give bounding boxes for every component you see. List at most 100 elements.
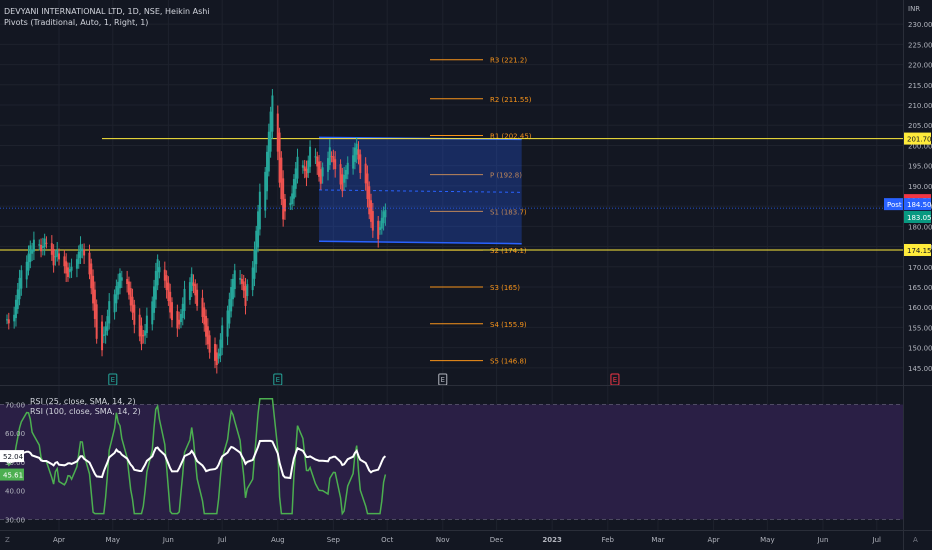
candle-body [321,167,324,177]
candle-body [257,211,260,248]
candle-body [339,164,342,185]
pivot-label: R3 (221.2) [490,57,527,65]
candle-body [93,289,96,319]
candle-body [280,157,283,200]
candle-body [120,277,123,281]
pivot-label: S5 (146.8) [490,358,527,366]
candle-body [364,163,367,184]
candle-body [151,301,154,325]
candle-body [377,220,380,240]
auto-scale-icon[interactable]: A [913,536,918,544]
rsi-band [0,404,904,520]
candle-body [158,267,161,273]
price-tick-label: 165.00 [908,284,932,292]
rsi100-value-tag [0,450,24,463]
time-tick-label: Aug [271,536,285,544]
candle-body [353,147,356,162]
symbol-title[interactable]: DEVYANI INTERNATIONAL LTD, 1D, NSE, Heik… [4,7,210,16]
candle-body [32,239,35,252]
candle-body [258,191,261,230]
rsi-tick-label: 70.00 [5,401,25,409]
candle-body [118,273,121,289]
price-tick-label: 150.00 [908,345,932,353]
pivot-label: R1 (202.45) [490,133,532,141]
time-tick-label: Apr [53,536,65,544]
price-tick-label: 220.00 [908,62,932,70]
candle-body [145,315,148,334]
candle-body [230,287,233,312]
candle-body [16,289,19,309]
candle-body [242,281,245,291]
candle-body [169,291,172,313]
candle-body [7,319,10,324]
candle-body [283,198,286,212]
time-tick-label: Dec [490,536,504,544]
price-tick-label: 195.00 [908,163,932,171]
price-tick-label: 210.00 [908,102,932,110]
candle-body [79,244,82,258]
candle-body [240,278,243,284]
pivot-label: S2 (174.1) [490,247,527,255]
candle-body [52,248,55,266]
candle-body [102,334,105,336]
price-tag-text-low: 183.05 [907,214,932,222]
rsi25-title[interactable]: RSI (25, close, SMA, 14, 2) [30,397,136,406]
candle-body [233,270,236,290]
horizontal-lines[interactable] [0,138,904,251]
candle-body [56,250,59,257]
candle-body [163,269,166,281]
candle-body [95,304,98,339]
candle-body [271,95,274,132]
candle-body [138,314,141,337]
candle-body [29,245,32,263]
price-tick-label: 215.00 [908,82,932,90]
candle-body [165,275,168,291]
hline-price-tag [904,243,931,256]
candle-body [380,217,383,229]
zoom-icon[interactable]: Z [5,536,10,544]
time-tick-label: Oct [381,536,393,544]
candle-body [215,352,218,366]
candle-body [170,302,173,321]
candle-body [343,174,346,183]
channel-drawing[interactable] [319,136,522,245]
time-tick-label: Apr [708,536,720,544]
candle-body [183,288,186,311]
candle-body [307,160,310,174]
candle-body [294,168,297,189]
candle-body [282,178,285,220]
rsi-axis[interactable]: 30.00 40.00 50.00 60.00 70.00 [5,401,25,524]
candle-body [179,313,182,323]
rsi-tick-label: 50.00 [5,459,25,467]
candle-body [201,297,204,317]
rsi100-line [6,439,387,480]
rsi100-title[interactable]: RSI (100, close, SMA, 14, 2) [30,407,141,416]
chart-legend: DEVYANI INTERNATIONAL LTD, 1D, NSE, Heik… [4,6,210,28]
candle-body [153,286,156,313]
time-tick-label: Jun [162,536,174,544]
rsi-tick-label: 60.00 [5,430,25,438]
candle-body [45,242,48,244]
pivots-indicator-title[interactable]: Pivots (Traditional, Auto, 1, Right, 1) [4,18,149,27]
price-tags: 201.70174.1552.0445.61184.75184.50Post18… [0,132,932,481]
pivot-label: P (192.8) [490,172,522,180]
time-tick-label: Nov [436,536,450,544]
candle-body [206,326,209,345]
candle-body [228,299,231,324]
candle-body [131,296,134,313]
candle-body [5,319,8,321]
time-axis[interactable]: Apr May Jun Jul Aug Sep Oct Nov Dec 2023 Feb Mar Apr… [53,536,881,544]
candle-body [219,339,222,357]
candle-body [328,147,331,166]
candle-body [41,245,44,249]
price-tick-label: 230.00 [908,21,932,29]
hline-price-tag [904,132,931,145]
candle-body [316,156,319,167]
candle-body [101,321,104,351]
candle-body [205,315,208,337]
candle-body [346,162,349,175]
price-tick-label: 205.00 [908,122,932,130]
candle-body [332,156,335,163]
